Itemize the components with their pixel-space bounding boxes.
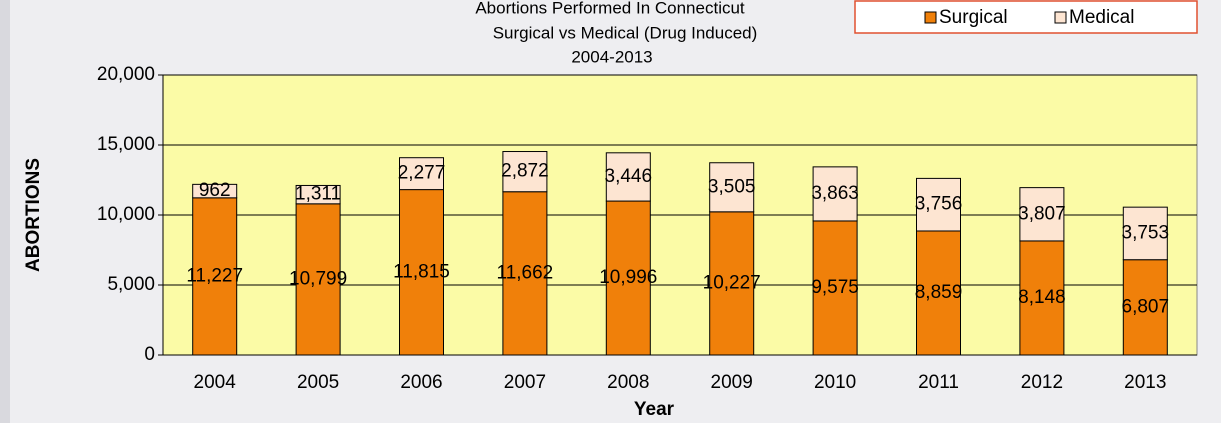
data-label: 10,996 [599,267,657,288]
x-tick-label: 2008 [607,372,649,393]
bar-segment [916,177,961,232]
chart-title: 2004-2013 [571,47,652,66]
legend-swatch [1054,11,1067,24]
chart-title: Abortions Performed In Connecticut [475,0,745,17]
bar-segment [192,197,238,356]
bar-segment [605,152,651,202]
data-label: 6,807 [1122,296,1170,317]
bar-segment [502,191,548,356]
data-label: 11,662 [497,262,554,283]
data-label: 10,227 [703,272,761,293]
data-label: 3,505 [708,176,756,197]
data-label: 11,227 [186,265,243,286]
bar-segment [1019,240,1065,356]
bar-segment [399,189,444,356]
y-tick-label: 15,000 [97,134,155,155]
data-label: 2,277 [398,163,446,184]
x-tick-label: 2010 [814,372,856,393]
data-label: 9,575 [811,277,859,298]
data-label: 3,863 [811,183,859,204]
data-label: 3,446 [605,166,653,187]
data-label: 8,859 [915,282,963,303]
data-label: 11,815 [393,261,450,282]
x-tick-label: 2006 [400,372,442,393]
bar-segment [295,203,341,356]
bar-segment [295,184,341,205]
legend-label: Surgical [939,7,1008,28]
x-tick-label: 2012 [1021,372,1063,393]
data-label: 3,753 [1122,222,1170,243]
x-tick-label: 2013 [1124,372,1166,393]
data-label: 962 [199,180,231,201]
bar-segment [192,183,238,199]
x-axis-title: Year [634,399,675,420]
bar-segment [812,220,858,356]
bar-segment [812,166,858,222]
x-tick-label: 2007 [504,372,546,393]
y-axis-title: ABORTIONS [23,158,44,272]
x-tick-label: 2004 [194,372,237,393]
bar-segment [916,230,961,356]
data-label: 1,311 [295,184,341,205]
bar-segment [1019,187,1065,242]
data-label: 2,872 [501,161,549,182]
chart-title: Surgical vs Medical (Drug Induced) [493,23,758,42]
y-tick-label: 0 [144,344,155,365]
legend-label: Medical [1069,7,1134,28]
bar-segment [1122,259,1168,356]
data-label: 3,756 [915,194,963,215]
y-tick-label: 20,000 [97,64,155,85]
legend-swatch [924,11,937,24]
data-label: 10,799 [289,268,347,289]
bar-segment [709,162,755,213]
bar-segment [1122,206,1168,261]
y-tick-label: 10,000 [97,204,155,225]
bar-segment [605,200,651,356]
bar-segment [709,211,755,356]
data-label: 3,807 [1018,203,1066,224]
x-tick-label: 2009 [711,372,753,393]
x-tick-label: 2005 [297,372,339,393]
bar-segment [502,151,548,193]
legend-box [854,0,1198,34]
x-tick-label: 2011 [918,372,959,393]
bar-segment [399,157,444,191]
data-label: 8,148 [1018,287,1066,308]
y-tick-label: 5,000 [107,274,155,295]
side-strip [0,0,10,423]
